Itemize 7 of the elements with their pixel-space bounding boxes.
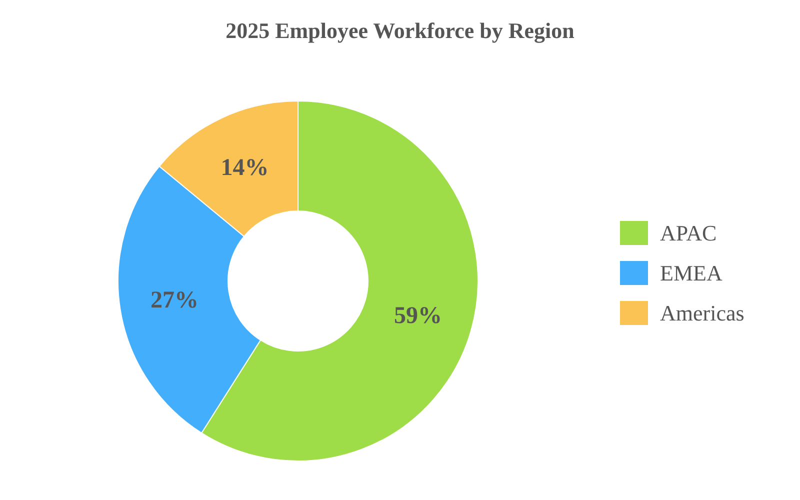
data-label: 59% [394, 302, 442, 329]
legend-label: EMEA [660, 260, 722, 286]
data-label: 14% [220, 154, 269, 181]
legend-label: APAC [660, 220, 717, 246]
legend-label: Americas [660, 300, 744, 326]
data-label: 27% [150, 288, 199, 314]
chart-title: 2025 Employee Workforce by Region [226, 18, 574, 43]
